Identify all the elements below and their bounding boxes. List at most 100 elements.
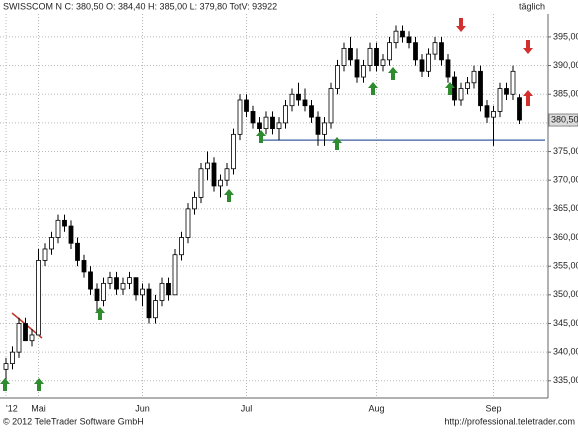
candle-body bbox=[380, 59, 386, 66]
candle-body bbox=[263, 116, 269, 130]
candle-body bbox=[341, 47, 347, 66]
candle-body bbox=[270, 116, 275, 130]
candle-body bbox=[42, 248, 48, 261]
buy-arrow bbox=[256, 130, 266, 143]
candle-body bbox=[497, 88, 503, 112]
candle-body bbox=[62, 219, 67, 227]
candle-body bbox=[3, 363, 9, 370]
candle-body bbox=[484, 105, 490, 118]
candle-body bbox=[49, 237, 54, 250]
candle-body bbox=[328, 88, 334, 124]
candle-body bbox=[432, 42, 438, 55]
candle-body bbox=[426, 53, 431, 72]
candle-body bbox=[374, 47, 379, 66]
candle-body bbox=[296, 93, 301, 101]
y-tick-label: 360,00 bbox=[553, 232, 578, 242]
candle-body bbox=[75, 242, 80, 261]
y-tick-label: 345,00 bbox=[553, 318, 578, 328]
buy-arrow bbox=[224, 189, 234, 202]
buy-arrow bbox=[368, 82, 378, 95]
candle-body bbox=[465, 82, 470, 89]
candle-body bbox=[348, 47, 353, 61]
candle-body bbox=[120, 282, 126, 290]
candle-body bbox=[413, 42, 418, 61]
candle-body bbox=[452, 76, 457, 101]
candle-body bbox=[101, 282, 106, 301]
annotations bbox=[0, 18, 533, 391]
candle-body bbox=[315, 116, 321, 135]
candle-body bbox=[211, 162, 217, 187]
candle-body bbox=[231, 133, 236, 170]
buy-arrow bbox=[332, 137, 342, 150]
buy-arrow bbox=[95, 307, 105, 320]
candle-body bbox=[185, 208, 191, 238]
sell-arrow bbox=[456, 18, 466, 32]
warn-arrow bbox=[523, 90, 533, 106]
candle-body bbox=[23, 323, 28, 342]
candle-body bbox=[179, 237, 184, 256]
candle-body bbox=[354, 59, 360, 78]
candle-body bbox=[166, 282, 171, 296]
candle-body bbox=[491, 111, 496, 118]
candle-body bbox=[146, 288, 152, 319]
candle-body bbox=[478, 70, 483, 107]
candle-body bbox=[88, 271, 93, 290]
candle-body bbox=[517, 97, 522, 121]
candle-body bbox=[361, 65, 366, 78]
candle-body bbox=[250, 111, 256, 124]
candle-body bbox=[471, 70, 477, 84]
candle-body bbox=[68, 225, 74, 244]
y-tick-label: 355,00 bbox=[553, 261, 578, 271]
candle-body bbox=[510, 70, 516, 95]
candle-body bbox=[159, 282, 165, 301]
candle-body bbox=[289, 93, 295, 107]
sell-arrow bbox=[523, 40, 533, 54]
buy-arrow bbox=[0, 378, 10, 391]
x-tick-label: Aug bbox=[368, 403, 384, 413]
candle-body bbox=[153, 300, 158, 319]
candle-body bbox=[29, 334, 35, 342]
y-tick-label: 385,00 bbox=[553, 89, 578, 99]
candle-body bbox=[244, 99, 249, 112]
candle-body bbox=[107, 277, 113, 284]
candle-body bbox=[367, 47, 373, 66]
candle-body bbox=[283, 105, 288, 124]
candle-body bbox=[335, 65, 340, 89]
x-tick-label: Jul bbox=[241, 403, 253, 413]
y-tick-label: 375,00 bbox=[553, 146, 578, 156]
plot-area bbox=[0, 14, 548, 398]
candle-body bbox=[205, 162, 210, 170]
last-price-label: 380,50 bbox=[551, 114, 578, 124]
y-tick-label: 365,00 bbox=[553, 203, 578, 213]
candle-body bbox=[419, 59, 425, 72]
x-tick-label: Jun bbox=[135, 403, 150, 413]
chart-title: SWISSCOM N C: 380,50 O: 384,40 H: 385,00… bbox=[3, 1, 277, 11]
candle-body bbox=[309, 105, 314, 118]
candle-body bbox=[276, 122, 282, 130]
candle-body bbox=[224, 168, 230, 181]
candle-body bbox=[192, 197, 197, 210]
candle-body bbox=[81, 260, 87, 273]
y-tick-label: 340,00 bbox=[553, 347, 578, 357]
y-tick-label: 390,00 bbox=[553, 60, 578, 70]
candle-body bbox=[10, 351, 15, 365]
candle-body bbox=[55, 219, 61, 238]
candle-body bbox=[445, 59, 451, 78]
y-tick-label: 370,00 bbox=[553, 175, 578, 185]
candle-body bbox=[133, 277, 139, 296]
y-tick-label: 395,00 bbox=[553, 31, 578, 41]
candle-body bbox=[127, 277, 132, 284]
candle-body bbox=[94, 288, 100, 301]
candle-body bbox=[36, 260, 41, 336]
candle-body bbox=[439, 42, 444, 61]
candle-body bbox=[172, 254, 178, 296]
y-tick-label: 335,00 bbox=[553, 375, 578, 385]
candle-body bbox=[393, 30, 399, 44]
buy-arrow bbox=[34, 378, 44, 391]
x-tick-label: Sep bbox=[485, 403, 501, 413]
candle-body bbox=[302, 99, 308, 107]
buy-arrow bbox=[388, 67, 398, 80]
candle-body bbox=[504, 88, 509, 95]
x-tick-label: Mai bbox=[31, 403, 46, 413]
